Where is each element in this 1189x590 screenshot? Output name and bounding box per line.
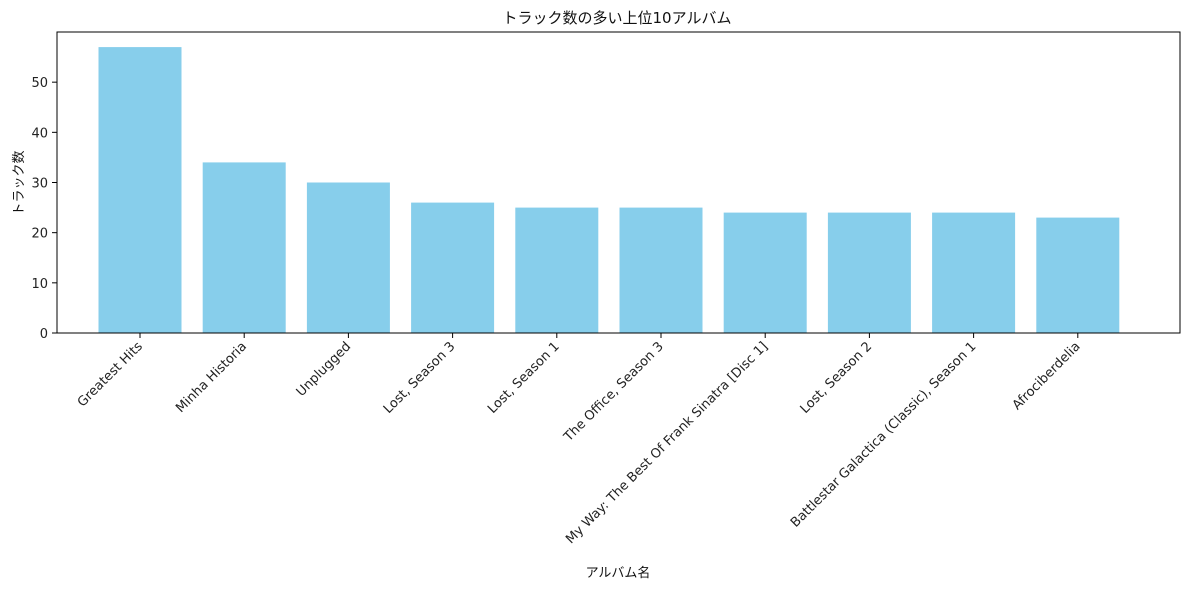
x-tick-label: My Way: The Best Of Frank Sinatra [Disc …: [563, 339, 771, 547]
x-tick-label: Unplugged: [294, 339, 355, 400]
x-tick-label: Lost, Season 2: [798, 339, 876, 417]
y-tick-label: 30: [31, 177, 48, 192]
y-tick-label: 40: [31, 126, 48, 141]
y-axis: 0 10 20 30 40 50: [31, 76, 57, 342]
y-tick-label: 50: [31, 76, 48, 91]
x-tick-label: Battlestar Galactica (Classic), Season 1: [788, 339, 979, 530]
y-axis-label: トラック数: [12, 150, 27, 215]
bar: [98, 47, 182, 333]
x-tick-label: Lost, Season 3: [381, 339, 459, 417]
x-tick-label: Lost, Season 1: [485, 339, 563, 417]
x-tick-label: Minha Historia: [173, 339, 250, 416]
x-tick-label: Afrociberdelia: [1010, 339, 1084, 413]
bar: [932, 212, 1016, 333]
x-tick-label: The Office, Season 3: [561, 339, 667, 445]
y-tick-label: 10: [31, 277, 48, 292]
bar: [202, 162, 286, 333]
bar: [723, 212, 807, 333]
x-axis-label: アルバム名: [586, 565, 651, 581]
y-tick-label: 0: [40, 327, 48, 342]
bar: [827, 212, 911, 333]
bar: [619, 207, 703, 333]
bar: [411, 202, 495, 333]
chart-title: トラック数の多い上位10アルバム: [503, 9, 732, 27]
x-axis: Greatest Hits Minha Historia Unplugged Lost…: [75, 333, 1084, 547]
x-tick-label: Greatest Hits: [75, 339, 146, 410]
bars-group: [98, 47, 1120, 333]
bar: [306, 182, 390, 333]
bar: [515, 207, 599, 333]
bar: [1036, 217, 1120, 333]
y-tick-label: 20: [31, 227, 48, 242]
